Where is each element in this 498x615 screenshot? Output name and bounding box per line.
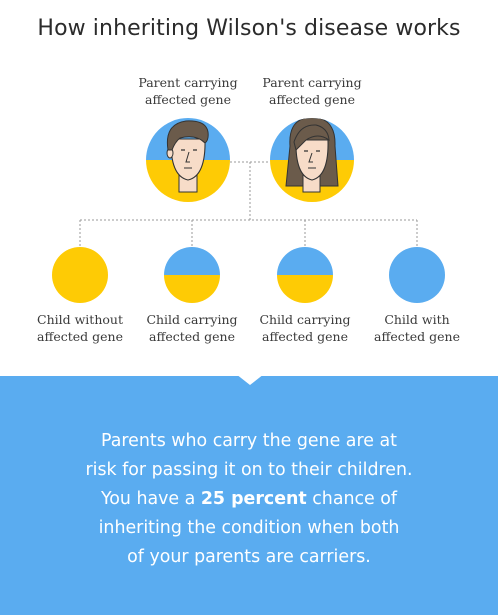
child-label-line: Child carrying xyxy=(259,312,351,327)
info-panel-text: Parents who carry the gene are at risk f… xyxy=(40,427,458,572)
child-label-line: Child carrying xyxy=(146,312,238,327)
hair-bangs xyxy=(293,124,330,151)
gene-half-affected xyxy=(164,275,220,303)
info-panel xyxy=(0,376,498,615)
parent-label-right: Parent carrying affected gene xyxy=(252,74,372,108)
parent-label-line: Parent carrying xyxy=(262,75,362,90)
child-without-gene-circle xyxy=(52,247,108,303)
parent-label-line: Parent carrying xyxy=(138,75,238,90)
panel-line: risk for passing it on to their children… xyxy=(85,460,413,480)
panel-line: inheriting the condition when both xyxy=(98,518,400,538)
gene-half-affected xyxy=(277,275,333,303)
child-label-1: Child without affected gene xyxy=(25,311,135,345)
gene-half-unaffected xyxy=(277,247,333,275)
child-carrier-circle-2 xyxy=(277,247,333,303)
child-label-2: Child carrying affected gene xyxy=(137,311,247,345)
child-label-line: affected gene xyxy=(149,329,235,344)
nose xyxy=(308,152,313,163)
nose xyxy=(185,151,190,163)
parent-left-avatar xyxy=(146,118,230,202)
panel-line-pre: You have a xyxy=(100,489,201,509)
hair-icon xyxy=(166,120,209,151)
inheritance-diagram xyxy=(52,118,445,303)
parent-label-left: Parent carrying affected gene xyxy=(128,74,248,108)
panel-line: Parents who carry the gene are at xyxy=(101,431,397,451)
panel-line: of your parents are carriers. xyxy=(127,547,371,567)
child-label-3: Child carrying affected gene xyxy=(250,311,360,345)
panel-line: You have a 25 percent chance of xyxy=(40,485,458,514)
parent-label-line: affected gene xyxy=(269,92,355,107)
face-icon xyxy=(295,139,329,181)
child-carrier-circle-1 xyxy=(164,247,220,303)
panel-highlight: 25 percent xyxy=(200,489,307,509)
face-icon xyxy=(170,138,206,181)
child-label-line: affected gene xyxy=(374,329,460,344)
child-label-line: affected gene xyxy=(37,329,123,344)
gene-full-unaffected xyxy=(389,247,445,303)
page-title: How inheriting Wilson's disease works xyxy=(37,16,461,41)
child-label-line: Child without xyxy=(37,312,123,327)
gene-half-unaffected xyxy=(164,247,220,275)
child-with-gene-circle xyxy=(389,247,445,303)
child-label-line: affected gene xyxy=(262,329,348,344)
connector-lines xyxy=(79,161,418,247)
panel-line-post: chance of xyxy=(306,489,398,509)
child-label-line: Child with xyxy=(384,312,450,327)
gene-full-affected xyxy=(52,247,108,303)
parent-label-line: affected gene xyxy=(145,92,231,107)
panel-notch xyxy=(236,374,264,385)
child-label-4: Child with affected gene xyxy=(362,311,472,345)
parent-right-avatar xyxy=(270,118,354,202)
